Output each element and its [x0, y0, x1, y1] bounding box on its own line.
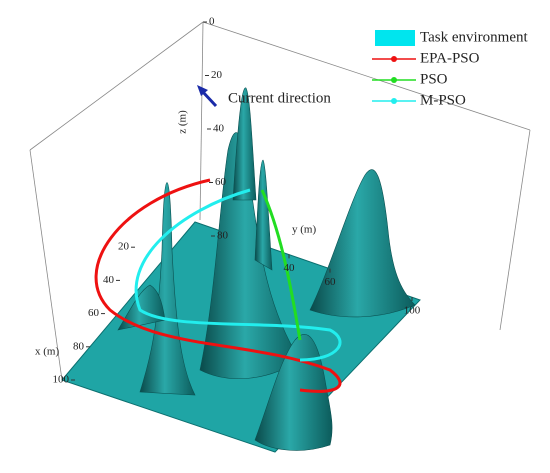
legend-marker — [391, 77, 397, 83]
z-tick-label: 20 — [211, 69, 223, 81]
legend-label: Task environment — [420, 29, 529, 45]
x-axis-label: x (m) — [35, 346, 59, 358]
legend-label: EPA-PSO — [420, 50, 480, 66]
legend-swatch — [375, 30, 415, 46]
y-tick-label: 100 — [404, 305, 421, 317]
z-tick-label: 0 — [209, 16, 215, 28]
y-tick-label: 40 — [284, 262, 296, 274]
legend-marker — [391, 56, 397, 62]
annotation: Current direction — [228, 90, 331, 106]
z-axis-label: z (m) — [177, 110, 189, 134]
legend: Task environment EPA-PSO PSO M-PSO — [372, 29, 529, 108]
z-tick-label: 80 — [217, 230, 229, 242]
y-tick-label: 60 — [325, 276, 337, 288]
surface-peaks — [117, 87, 416, 451]
z-tick-label: 60 — [215, 176, 227, 188]
x-tick-label: 100 — [53, 374, 70, 386]
y-axis-label: y (m) — [292, 224, 316, 236]
paths — [94, 178, 342, 393]
legend-marker — [391, 98, 397, 104]
x-tick-label: 80 — [73, 340, 85, 352]
x-tick-label: 20 — [118, 241, 130, 253]
z-tick-label: 40 — [213, 123, 225, 135]
box-frame — [29, 21, 531, 381]
x-tick-label: 40 — [103, 274, 115, 286]
legend-label: PSO — [420, 71, 448, 87]
annotation-arrow — [197, 85, 218, 108]
x-tick-label: 60 — [88, 307, 100, 319]
legend-label: M-PSO — [420, 92, 466, 108]
